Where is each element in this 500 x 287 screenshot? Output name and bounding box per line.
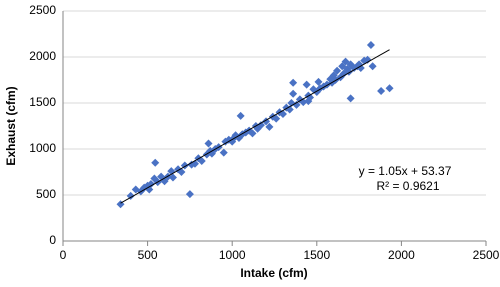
y-tick-label: 500	[36, 187, 56, 201]
r-squared: R² = 0.9621	[376, 179, 439, 193]
point	[346, 60, 355, 69]
point	[302, 80, 311, 89]
x-tick-label: 1000	[219, 248, 246, 262]
point	[151, 158, 160, 167]
y-tick-label: 1000	[29, 141, 56, 155]
point	[356, 64, 365, 73]
point	[168, 173, 177, 182]
point	[333, 66, 342, 75]
x-tick-label: 2500	[473, 248, 500, 262]
point	[204, 139, 213, 148]
y-tick-label: 0	[49, 233, 56, 247]
x-tick-label: 1500	[303, 248, 330, 262]
point	[304, 97, 313, 106]
trendline-equation: y = 1.05x + 53.37	[359, 164, 452, 178]
point	[289, 89, 298, 98]
point	[385, 84, 394, 93]
point	[248, 129, 257, 138]
point	[314, 77, 323, 86]
trendline	[120, 49, 390, 204]
x-axis-title: Intake (cfm)	[240, 266, 307, 280]
point	[265, 122, 274, 131]
point	[346, 94, 355, 103]
y-axis-title: Exhaust (cfm)	[4, 86, 18, 165]
point	[126, 191, 135, 200]
point	[377, 87, 386, 96]
point	[368, 62, 377, 71]
y-tick-label: 2500	[29, 3, 56, 17]
point	[292, 100, 301, 109]
point	[363, 55, 372, 64]
point	[256, 121, 265, 130]
x-tick-label: 500	[138, 248, 158, 262]
x-tick-label: 0	[60, 248, 67, 262]
y-tick-label: 2000	[29, 49, 56, 63]
point	[146, 179, 155, 188]
point	[289, 78, 298, 87]
point	[197, 156, 206, 165]
point	[219, 148, 228, 157]
y-tick-label: 1500	[29, 95, 56, 109]
point	[236, 111, 245, 120]
point	[366, 41, 375, 50]
x-tick-label: 2000	[388, 248, 415, 262]
point	[185, 190, 194, 199]
point	[272, 114, 281, 123]
